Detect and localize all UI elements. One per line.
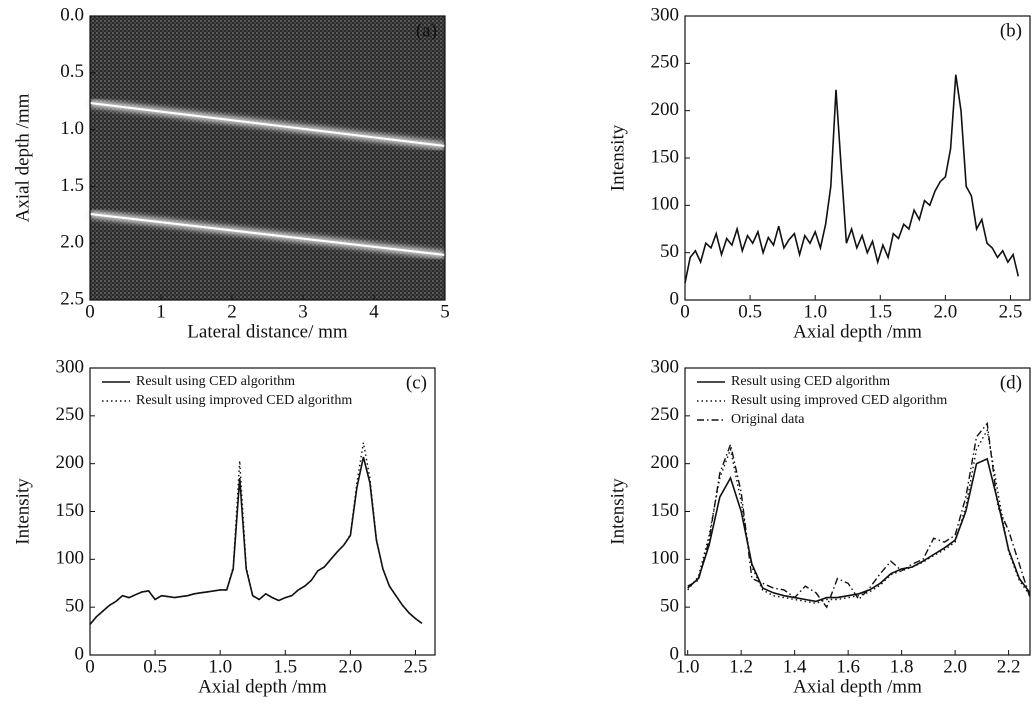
x-tick-label: 1: [156, 301, 166, 322]
y-tick-label: 0.5: [60, 61, 84, 82]
y-tick-label: 0.0: [60, 4, 84, 25]
y-axis-label: Intensity: [607, 124, 628, 191]
x-tick-label: 1.4: [783, 656, 807, 677]
plot-frame: [684, 15, 1031, 301]
x-tick-label: 0: [85, 301, 95, 322]
x-tick-label: 2.5: [999, 301, 1023, 322]
x-tick-label: 1.0: [208, 656, 232, 677]
data-line: [684, 74, 1020, 284]
x-tick-label: 2.0: [339, 656, 363, 677]
data-line: [89, 442, 423, 625]
bright-band: [89, 213, 446, 256]
y-tick-label: 0: [670, 643, 680, 664]
legend-label: Result using improved CED algorithm: [731, 393, 947, 408]
plot-frame: [684, 367, 1031, 656]
x-tick-label: 0: [85, 656, 95, 677]
y-tick-label: 100: [651, 548, 680, 569]
x-tick-label: 2.0: [943, 656, 967, 677]
y-tick-label: 1.5: [60, 175, 84, 196]
y-tick-label: 100: [651, 194, 680, 215]
legend-label: Result using improved CED algorithm: [136, 393, 352, 408]
image-background: [90, 16, 445, 300]
image-panel: [89, 16, 446, 300]
data-line: [687, 457, 1031, 603]
x-tick-label: 3: [298, 301, 308, 322]
y-tick-label: 50: [660, 596, 679, 617]
x-tick-label: 0.5: [143, 656, 167, 677]
x-tick-label: 5: [440, 301, 450, 322]
x-tick-label: 0: [680, 301, 690, 322]
y-tick-label: 2.0: [60, 232, 84, 253]
x-axis-label: Axial depth /mm: [793, 321, 922, 342]
bright-band: [89, 102, 446, 147]
panel-label: (a): [416, 20, 437, 41]
y-tick-label: 150: [651, 500, 680, 521]
y-tick-label: 200: [651, 452, 680, 473]
legend-label: Original data: [731, 412, 805, 427]
data-line: [687, 428, 1031, 605]
data-line: [89, 456, 423, 625]
plot-frame: [89, 367, 436, 656]
y-tick-label: 150: [651, 146, 680, 167]
x-tick-label: 1.0: [803, 301, 827, 322]
y-tick-label: 1.0: [60, 118, 84, 139]
x-tick-label: 0.5: [738, 301, 762, 322]
panel-label: (d): [1000, 372, 1022, 393]
y-axis-label: Intensity: [12, 478, 33, 545]
x-tick-label: 1.2: [729, 656, 753, 677]
x-tick-label: 2: [227, 301, 237, 322]
y-tick-label: 0: [670, 288, 680, 309]
panel-label: (c): [406, 372, 427, 393]
x-tick-label: 2.5: [404, 656, 428, 677]
plot-frame: [89, 15, 446, 301]
x-tick-label: 4: [369, 301, 379, 322]
y-axis-label: Axial depth /mm: [12, 93, 33, 222]
y-tick-label: 50: [65, 596, 84, 617]
y-tick-label: 250: [651, 52, 680, 73]
panel-label: (b): [1000, 20, 1022, 41]
x-axis-label: Axial depth /mm: [793, 676, 922, 697]
data-line: [687, 421, 1031, 609]
y-tick-label: 250: [56, 404, 85, 425]
x-tick-label: 2.2: [997, 656, 1021, 677]
y-tick-label: 300: [56, 356, 85, 377]
x-axis-label: Axial depth /mm: [198, 676, 327, 697]
y-tick-label: 300: [651, 4, 680, 25]
y-tick-label: 50: [660, 241, 679, 262]
y-tick-label: 100: [56, 548, 85, 569]
y-tick-label: 300: [651, 356, 680, 377]
x-tick-label: 1.5: [868, 301, 892, 322]
x-tick-label: 1.8: [890, 656, 914, 677]
legend-label: Result using CED algorithm: [731, 374, 890, 389]
legend-label: Result using CED algorithm: [136, 374, 295, 389]
x-tick-label: 1.5: [273, 656, 297, 677]
y-tick-label: 0: [75, 643, 85, 664]
y-tick-label: 2.5: [60, 288, 84, 309]
y-axis-label: Intensity: [607, 478, 628, 545]
y-tick-label: 250: [651, 404, 680, 425]
x-tick-label: 2.0: [934, 301, 958, 322]
y-tick-label: 150: [56, 500, 85, 521]
x-tick-label: 1.0: [676, 656, 700, 677]
y-tick-label: 200: [651, 99, 680, 120]
x-tick-label: 1.6: [836, 656, 860, 677]
y-tick-label: 200: [56, 452, 85, 473]
x-axis-label: Lateral distance/ mm: [187, 321, 348, 342]
